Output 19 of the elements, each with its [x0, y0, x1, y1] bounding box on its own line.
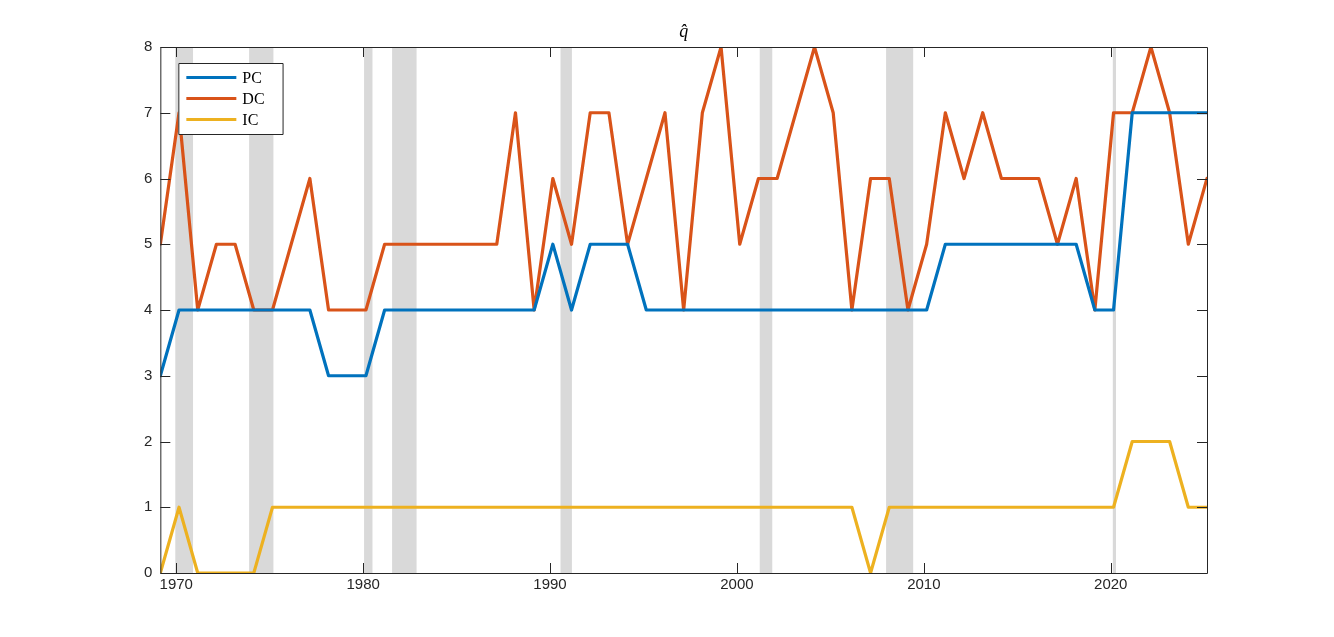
- x-tick-label: 2010: [907, 575, 941, 593]
- y-tick-label: 8: [144, 37, 153, 55]
- legend-label: PC: [242, 68, 262, 86]
- x-tick-label: 2020: [1094, 575, 1128, 593]
- x-tick-label: 2000: [720, 575, 754, 593]
- y-tick-label: 2: [144, 431, 153, 449]
- y-tick-label: 6: [144, 168, 153, 186]
- x-tick-label: 1970: [159, 575, 193, 593]
- y-tick-label: 0: [144, 563, 153, 581]
- legend-label: IC: [242, 110, 259, 128]
- x-tick-label: 1980: [346, 575, 380, 593]
- y-tick-label: 4: [144, 300, 153, 318]
- legend-label: DC: [242, 89, 265, 107]
- y-tick-label: 1: [144, 497, 153, 515]
- chart-title: q̂: [679, 20, 689, 41]
- y-tick-label: 3: [144, 365, 153, 383]
- y-tick-label: 7: [144, 102, 153, 120]
- x-tick-label: 1990: [533, 575, 567, 593]
- y-tick-label: 5: [144, 234, 153, 252]
